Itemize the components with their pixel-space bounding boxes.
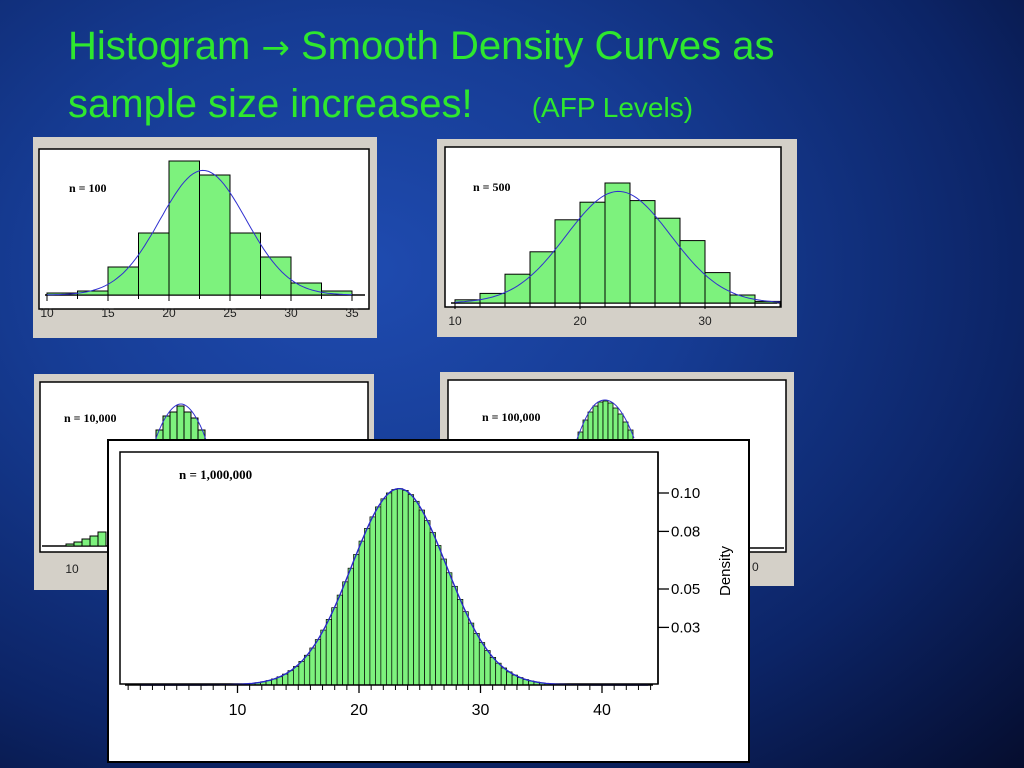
- sample-size-label: n = 500: [473, 180, 511, 194]
- x-tick-label: 20: [573, 314, 587, 328]
- histogram-bar: [579, 201, 606, 304]
- histogram-bar: [138, 232, 170, 296]
- y-tick-label: 0.08: [671, 523, 700, 540]
- histogram-bar: [424, 520, 431, 686]
- histogram-bar: [314, 639, 322, 686]
- x-tick-label: 30: [698, 314, 712, 328]
- histogram-bar: [391, 489, 398, 686]
- histogram-bar: [321, 290, 353, 296]
- histogram-bar: [435, 545, 442, 686]
- histogram-bar: [418, 509, 425, 686]
- histogram-bar: [320, 629, 327, 686]
- x-tick-label: 20: [162, 306, 176, 320]
- histogram-n100-chart: 10 15 20 25 30 35 n = 100: [38, 148, 370, 320]
- x-tick-label: 30: [284, 306, 298, 320]
- histogram-bar: [342, 581, 349, 686]
- histogram-bar: [290, 282, 322, 296]
- sample-size-label: n = 100: [69, 181, 107, 195]
- histogram-bar: [331, 607, 338, 686]
- histogram-bar: [468, 622, 475, 686]
- x-tick-label: 20: [350, 702, 368, 719]
- histogram-bar: [473, 633, 480, 686]
- x-tick-label-fragment: 0: [752, 560, 759, 574]
- histogram-bar: [679, 240, 706, 304]
- histogram-bar: [604, 182, 631, 304]
- histogram-n500-chart: 10 20 30 n = 500: [444, 146, 782, 328]
- histogram-bar: [298, 661, 305, 686]
- histogram-bar: [325, 619, 333, 686]
- x-tick-label: 10: [448, 314, 462, 328]
- histogram-n500: 10 20 30 n = 500: [437, 139, 797, 337]
- histogram-bar: [73, 541, 83, 547]
- x-tick-label: 10: [40, 306, 54, 320]
- y-tick-label: 0.10: [671, 485, 700, 502]
- histogram-bar: [336, 594, 343, 686]
- histogram-bar: [364, 528, 371, 686]
- histogram-bar: [347, 567, 354, 686]
- slide-title: Histogram → Smooth Density Curves as sam…: [68, 18, 775, 136]
- histogram-bar: [287, 670, 294, 686]
- histogram-bar: [429, 532, 436, 686]
- title-part1: Histogram: [68, 24, 251, 68]
- histogram-bar: [504, 273, 531, 304]
- arrow-icon: →: [261, 28, 290, 68]
- histogram-n1000000: 10 20 30 40 0.10 0.08 0.05 0.03 n = 1,000,000 …: [107, 439, 750, 763]
- x-tick-label: 25: [223, 306, 237, 320]
- histogram-bar: [293, 666, 300, 686]
- x-tick-label: 10: [229, 702, 247, 719]
- histogram-bar: [529, 251, 556, 304]
- histogram-bar: [358, 540, 365, 686]
- histogram-n1000000-chart: 10 20 30 40 0.100.080.050.03 n = 1,000,000 …: [119, 451, 734, 719]
- x-tick-label: 30: [472, 702, 490, 719]
- histogram-bar: [440, 558, 447, 686]
- x-tick-label: 10: [65, 562, 79, 576]
- histogram-bar: [500, 667, 507, 686]
- title-line2: sample size increases!: [68, 82, 473, 126]
- histogram-n100: 10 15 20 25 30 35 n = 100: [33, 137, 377, 338]
- histogram-bar: [407, 494, 415, 686]
- histogram-bar: [489, 657, 497, 686]
- histogram-bar: [375, 506, 382, 686]
- histogram-bar: [309, 647, 316, 686]
- histogram-bar: [303, 654, 311, 686]
- histogram-bar: [97, 531, 107, 547]
- x-tick-label: 35: [345, 306, 359, 320]
- histogram-bar: [484, 650, 491, 686]
- sample-size-label: n = 100,000: [482, 410, 541, 424]
- histogram-bar: [478, 642, 486, 686]
- histogram-bar: [554, 219, 581, 304]
- title-subtitle: (AFP Levels): [531, 92, 694, 123]
- sample-size-label: n = 1,000,000: [179, 467, 252, 482]
- title-part2: Smooth Density Curves as: [289, 24, 775, 68]
- histogram-bar: [229, 232, 261, 296]
- x-tick-label: 40: [593, 702, 611, 719]
- histogram-bar: [396, 488, 404, 686]
- histogram-bar: [704, 272, 731, 304]
- histogram-bar: [369, 516, 376, 686]
- histogram-bar: [385, 492, 393, 686]
- histogram-bar: [380, 498, 387, 686]
- histogram-bar: [629, 200, 656, 304]
- histogram-bar: [168, 160, 200, 296]
- histogram-bar: [402, 490, 409, 686]
- histogram-bar: [462, 611, 469, 686]
- histogram-bar: [495, 662, 502, 686]
- histogram-bar: [199, 174, 231, 296]
- y-tick-label: 0.03: [671, 619, 700, 636]
- sample-size-label: n = 10,000: [64, 411, 117, 425]
- x-tick-label: 15: [101, 306, 115, 320]
- histogram-bar: [446, 572, 453, 686]
- histogram-bar: [81, 538, 91, 547]
- y-tick-label: 0.05: [671, 581, 700, 598]
- histogram-bar: [65, 543, 75, 547]
- histogram-bar: [451, 585, 458, 686]
- histogram-bar: [479, 292, 506, 304]
- histogram-bar: [654, 217, 681, 304]
- y-axis-label: Density: [717, 545, 734, 596]
- histogram-bar: [457, 599, 464, 686]
- histogram-bar: [353, 554, 360, 686]
- histogram-bar: [89, 535, 99, 547]
- histogram-bar: [413, 500, 420, 686]
